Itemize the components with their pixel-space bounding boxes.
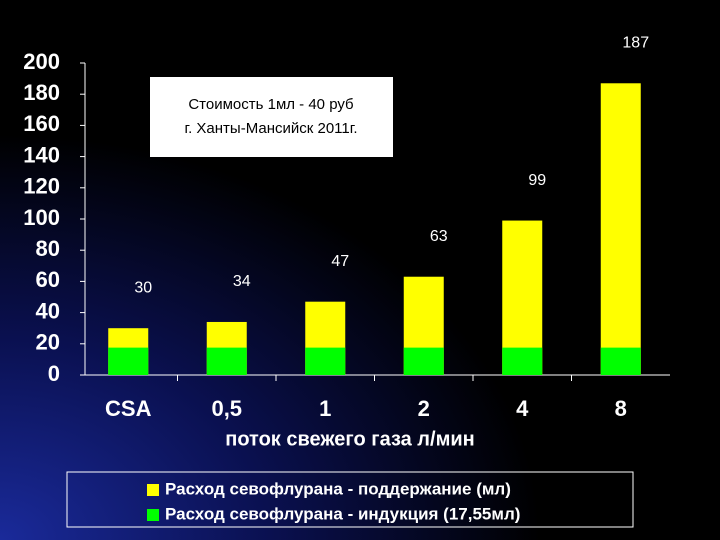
- y-tick-label: 20: [36, 330, 60, 355]
- annotation: Стоимость 1мл - 40 руб: [188, 96, 353, 113]
- bar: [206, 347, 247, 375]
- value-label: 187: [622, 34, 649, 51]
- y-tick-label: 120: [23, 174, 60, 199]
- legend-label: Расход севофлурана - поддержание (мл): [165, 479, 511, 498]
- x-tick-label: 0,5: [211, 396, 242, 421]
- bar: [403, 347, 444, 375]
- x-axis-title: поток свежего газа л/мин: [225, 428, 475, 450]
- bar: [600, 347, 641, 375]
- value-label: 30: [134, 279, 152, 296]
- x-tick-label: 4: [516, 396, 529, 421]
- y-tick-label: 160: [23, 111, 60, 136]
- x-tick-label: 2: [418, 396, 430, 421]
- legend-swatch: [147, 509, 159, 521]
- value-label: 47: [331, 253, 349, 270]
- annotation: г. Ханты-Мансийск 2011г.: [184, 120, 357, 137]
- y-tick-label: 100: [23, 205, 60, 230]
- bar: [600, 83, 641, 375]
- x-tick-label: 1: [319, 396, 331, 421]
- y-tick-label: 60: [36, 267, 60, 292]
- bar: [305, 347, 346, 375]
- y-tick-label: 40: [36, 298, 60, 323]
- y-tick-label: 0: [48, 361, 60, 386]
- value-label: 34: [233, 273, 251, 290]
- bar: [108, 347, 149, 375]
- y-tick-label: 80: [36, 236, 60, 261]
- annotation-box: [150, 77, 393, 157]
- x-tick-label: CSA: [105, 396, 152, 421]
- value-label: 63: [430, 228, 448, 245]
- legend-box: [66, 471, 634, 528]
- y-tick-label: 200: [23, 49, 60, 74]
- x-tick-label: 8: [615, 396, 627, 421]
- y-tick-label: 140: [23, 142, 60, 167]
- y-tick-label: 180: [23, 80, 60, 105]
- legend-swatch: [147, 484, 159, 496]
- bar: [502, 347, 543, 375]
- value-label: 99: [528, 172, 546, 189]
- legend-label: Расход севофлурана - индукция (17,55мл): [165, 504, 520, 523]
